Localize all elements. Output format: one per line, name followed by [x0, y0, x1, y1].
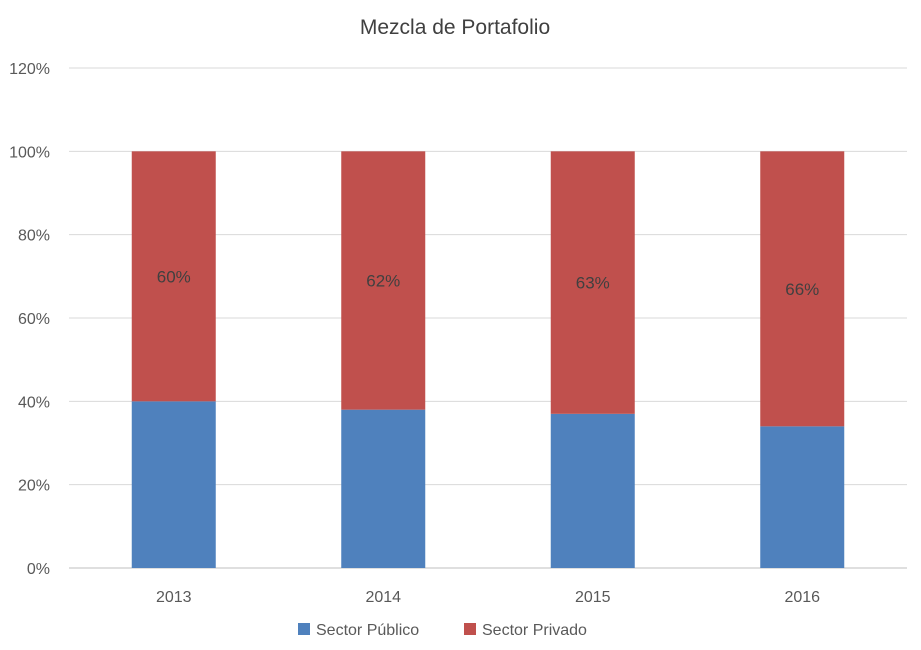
legend-swatch [298, 623, 310, 635]
data-label: 63% [576, 274, 610, 293]
data-labels: 60% 62% 63% 66% [157, 267, 820, 299]
data-label: 62% [366, 272, 400, 291]
x-tick-label: 2014 [365, 589, 401, 606]
bar-publico [760, 426, 845, 568]
data-label: 60% [157, 267, 191, 286]
bars [131, 151, 845, 568]
y-tick-label: 20% [18, 478, 50, 495]
bar-privado [341, 151, 426, 410]
y-tick-label: 40% [18, 394, 50, 411]
bar-publico [131, 401, 216, 568]
bar-privado [131, 151, 216, 402]
x-axis: 2013 2014 2015 2016 [156, 589, 820, 606]
y-tick-label: 100% [9, 144, 50, 161]
legend: Sector Público Sector Privado [298, 622, 587, 639]
y-tick-label: 80% [18, 228, 50, 245]
bar-privado [760, 151, 845, 427]
legend-label: Sector Público [316, 622, 419, 639]
x-tick-label: 2015 [575, 589, 611, 606]
chart-title: Mezcla de Portafolio [360, 16, 550, 39]
y-tick-label: 120% [9, 61, 50, 78]
y-tick-label: 0% [27, 561, 50, 578]
y-axis: 0% 20% 40% 60% 80% 100% 120% [9, 61, 50, 578]
bar-publico [341, 409, 426, 568]
data-label: 66% [785, 280, 819, 299]
x-tick-label: 2013 [156, 589, 192, 606]
legend-swatch [464, 623, 476, 635]
x-tick-label: 2016 [784, 589, 820, 606]
y-tick-label: 60% [18, 311, 50, 328]
legend-label: Sector Privado [482, 622, 587, 639]
bar-publico [550, 413, 635, 568]
bar-privado [550, 151, 635, 414]
